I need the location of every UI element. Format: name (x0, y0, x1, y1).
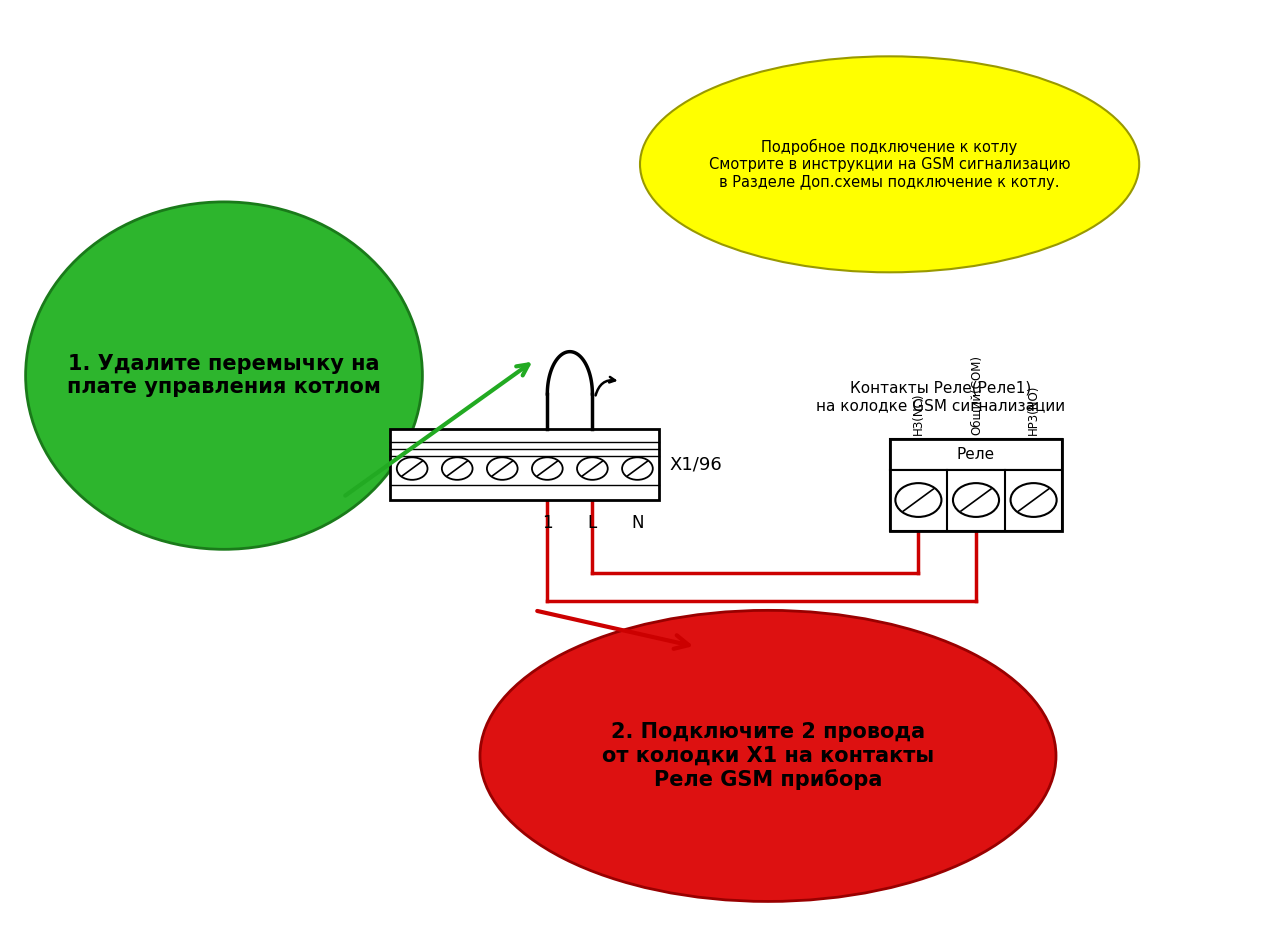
Text: Общий(COM): Общий(COM) (969, 355, 983, 435)
FancyBboxPatch shape (890, 439, 1062, 470)
Text: L: L (588, 514, 596, 531)
Circle shape (442, 457, 472, 480)
Text: N: N (631, 514, 644, 531)
Circle shape (1011, 483, 1056, 516)
FancyBboxPatch shape (890, 470, 1062, 531)
Text: 1: 1 (541, 514, 553, 531)
Text: НЗ(NC): НЗ(NC) (911, 393, 925, 435)
Text: 2. Подключите 2 провода
от колодки Х1 на контакты
Реле GSM прибора: 2. Подключите 2 провода от колодки Х1 на… (602, 722, 934, 790)
Ellipse shape (26, 202, 422, 549)
Circle shape (895, 483, 941, 516)
Ellipse shape (480, 610, 1056, 901)
Text: 1. Удалите перемычку на
плате управления котлом: 1. Удалите перемычку на плате управления… (67, 354, 381, 397)
Circle shape (397, 457, 428, 480)
Text: Подробное подключение к котлу
Смотрите в инструкции на GSM сигнализацию
в Раздел: Подробное подключение к котлу Смотрите в… (709, 139, 1070, 190)
Circle shape (486, 457, 517, 480)
Text: Реле: Реле (957, 447, 995, 462)
Text: Контакты Реле(Реле1)
на колодке GSM сигнализации: Контакты Реле(Реле1) на колодке GSM сигн… (817, 380, 1065, 413)
Text: НР3(NO): НР3(NO) (1027, 384, 1041, 435)
FancyBboxPatch shape (390, 429, 659, 500)
Circle shape (952, 483, 998, 516)
Circle shape (577, 457, 608, 480)
Ellipse shape (640, 56, 1139, 272)
Circle shape (532, 457, 563, 480)
Circle shape (622, 457, 653, 480)
Text: X1/96: X1/96 (669, 455, 722, 473)
